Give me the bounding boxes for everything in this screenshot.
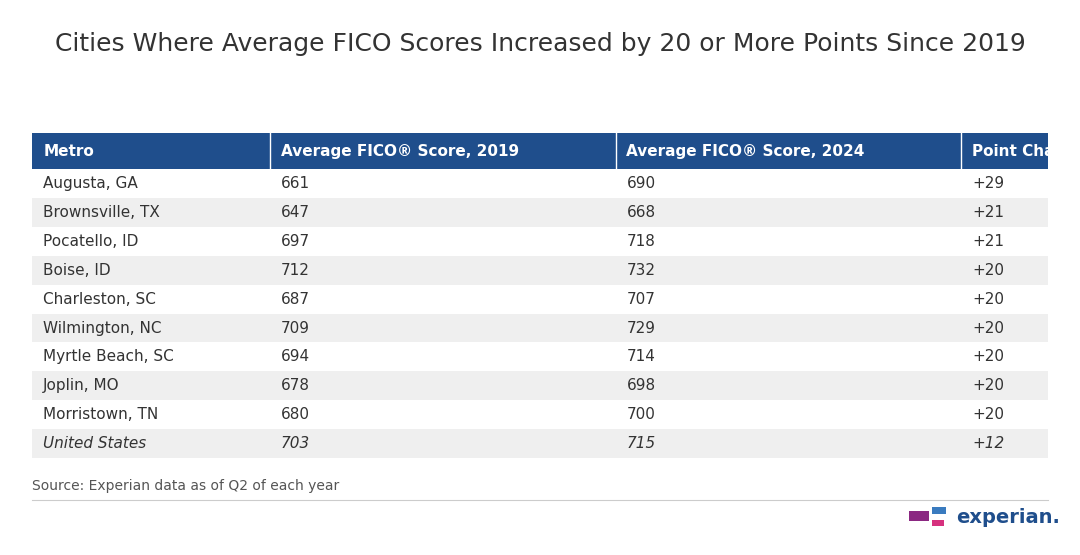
Text: Average FICO® Score, 2019: Average FICO® Score, 2019 [281, 144, 518, 159]
Text: 729: 729 [626, 320, 656, 336]
Text: 718: 718 [626, 234, 656, 249]
Bar [32, 256, 1048, 285]
Bar [32, 285, 1048, 314]
Text: 707: 707 [626, 291, 656, 307]
Text: Pocatello, ID: Pocatello, ID [43, 234, 138, 249]
Text: +21: +21 [972, 205, 1004, 220]
Bar [32, 342, 1048, 371]
Text: 703: 703 [281, 436, 310, 451]
Text: Boise, ID: Boise, ID [43, 263, 111, 278]
Text: +21: +21 [972, 234, 1004, 249]
Text: +20: +20 [972, 407, 1004, 422]
Text: 678: 678 [281, 378, 310, 393]
Text: 697: 697 [281, 234, 310, 249]
Text: Morristown, TN: Morristown, TN [43, 407, 159, 422]
Text: 661: 661 [281, 176, 310, 191]
Text: Source: Experian data as of Q2 of each year: Source: Experian data as of Q2 of each y… [32, 478, 339, 493]
Bar [32, 169, 1048, 198]
Text: Wilmington, NC: Wilmington, NC [43, 320, 162, 336]
Text: 680: 680 [281, 407, 310, 422]
Text: Metro: Metro [43, 144, 94, 159]
Text: 700: 700 [626, 407, 656, 422]
Bar [932, 519, 944, 526]
Bar [32, 133, 1048, 169]
Text: 698: 698 [626, 378, 656, 393]
Text: 694: 694 [281, 349, 310, 365]
Text: Brownsville, TX: Brownsville, TX [43, 205, 160, 220]
Text: 715: 715 [626, 436, 656, 451]
Bar [32, 198, 1048, 227]
Bar [32, 227, 1048, 256]
Text: 647: 647 [281, 205, 310, 220]
Text: 714: 714 [626, 349, 656, 365]
Text: 668: 668 [626, 205, 656, 220]
Text: Cities Where Average FICO Scores Increased by 20 or More Points Since 2019: Cities Where Average FICO Scores Increas… [55, 32, 1025, 57]
Text: 687: 687 [281, 291, 310, 307]
Text: +20: +20 [972, 378, 1004, 393]
Text: Point Change: Point Change [972, 144, 1080, 159]
Text: 709: 709 [281, 320, 310, 336]
Bar [932, 507, 946, 514]
Bar [32, 400, 1048, 429]
Text: 732: 732 [626, 263, 656, 278]
Text: experian.: experian. [956, 508, 1059, 527]
Bar [32, 371, 1048, 400]
Bar [909, 511, 929, 521]
Text: Average FICO® Score, 2024: Average FICO® Score, 2024 [626, 144, 865, 159]
Text: +20: +20 [972, 291, 1004, 307]
Text: +20: +20 [972, 349, 1004, 365]
Bar [32, 429, 1048, 458]
Bar [32, 314, 1048, 342]
Text: Myrtle Beach, SC: Myrtle Beach, SC [43, 349, 174, 365]
Text: +29: +29 [972, 176, 1004, 191]
Text: Charleston, SC: Charleston, SC [43, 291, 157, 307]
Text: 690: 690 [626, 176, 656, 191]
Text: Augusta, GA: Augusta, GA [43, 176, 138, 191]
Text: +20: +20 [972, 320, 1004, 336]
Text: Joplin, MO: Joplin, MO [43, 378, 120, 393]
Text: +20: +20 [972, 263, 1004, 278]
Text: +12: +12 [972, 436, 1004, 451]
Text: United States: United States [43, 436, 147, 451]
Text: 712: 712 [281, 263, 310, 278]
